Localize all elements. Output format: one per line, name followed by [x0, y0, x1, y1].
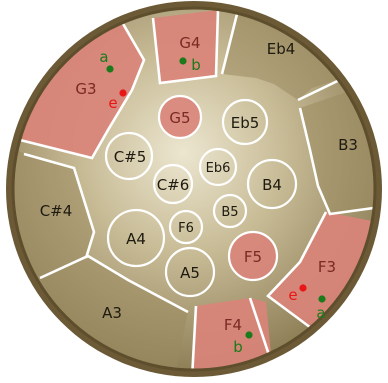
- inner-label-g5: G5: [169, 109, 190, 127]
- divider-f3: [266, 211, 339, 350]
- marker-dot-g3-a: [106, 65, 114, 73]
- outer-label-g4: G4: [179, 34, 200, 52]
- divider-g3: [19, 21, 146, 160]
- outer-label-a3: A3: [102, 304, 122, 322]
- divider-g4: [151, 9, 220, 85]
- divider-b3-f3: [298, 107, 375, 216]
- inner-field-cs5: [104, 131, 154, 181]
- inner-field-b5: [212, 193, 248, 229]
- inner-field-g5: [157, 94, 203, 140]
- outer-label-b3: B3: [338, 136, 358, 154]
- marker-letter-g3-e: e: [108, 94, 117, 112]
- outer-zone-cs4: [13, 140, 94, 280]
- divider-cs4-center: [23, 152, 96, 259]
- divider-g4-eb4: [220, 9, 240, 75]
- inner-field-f6: [168, 209, 204, 245]
- inner-label-a5: A5: [180, 264, 200, 282]
- inner-field-eb6: [198, 147, 238, 187]
- inner-label-cs6: C#6: [157, 176, 190, 194]
- marker-letter-g3-a: a: [99, 48, 108, 66]
- marker-dot-g4-b: [179, 57, 187, 65]
- outer-label-f3: F3: [318, 258, 336, 276]
- note-labels: G4 Eb4 B3 F3 F4 A3 C#4 G3 G5 Eb5 C#5 Eb6…: [40, 34, 358, 334]
- marker-dot-f4-b: [245, 331, 253, 339]
- divider-a3-cs4: [39, 254, 189, 314]
- marker-letter-f3-e: e: [288, 286, 297, 304]
- inner-note-fields: [104, 94, 298, 298]
- strike-markers: b a e e a b: [99, 48, 325, 356]
- outer-zone-g3: [20, 22, 144, 158]
- outer-label-f4: F4: [224, 316, 242, 334]
- marker-letter-f3-a: a: [316, 304, 325, 322]
- inner-label-b4: B4: [262, 176, 282, 194]
- outer-label-cs4: C#4: [40, 202, 73, 220]
- inner-field-eb5: [221, 98, 269, 146]
- outer-label-g3: G3: [75, 80, 96, 98]
- marker-letter-f4-b: b: [233, 338, 243, 356]
- inner-field-f5: [227, 230, 279, 282]
- inner-field-a4: [106, 208, 166, 268]
- outer-zone-f4: [192, 298, 272, 370]
- inner-label-b5: B5: [221, 205, 238, 220]
- inner-field-b4: [246, 158, 298, 210]
- marker-dot-f3-e: [299, 284, 307, 292]
- divider-f4-a3: [190, 305, 198, 370]
- inner-label-cs5: C#5: [114, 148, 147, 166]
- inner-label-f6: F6: [178, 221, 194, 236]
- inner-label-eb5: Eb5: [231, 114, 260, 132]
- outer-label-eb4: Eb4: [267, 40, 296, 58]
- marker-dot-f3-a: [318, 295, 326, 303]
- marker-letter-g4-b: b: [191, 56, 201, 74]
- inner-field-a5: [164, 246, 216, 298]
- inner-label-eb6: Eb6: [206, 161, 231, 176]
- pan-rim-edge: [11, 6, 377, 372]
- outer-zone-g4: [153, 10, 218, 83]
- inner-field-cs6: [152, 163, 194, 205]
- marker-dot-g3-e: [119, 89, 127, 97]
- inner-label-f5: F5: [244, 248, 262, 266]
- inner-label-a4: A4: [126, 230, 146, 248]
